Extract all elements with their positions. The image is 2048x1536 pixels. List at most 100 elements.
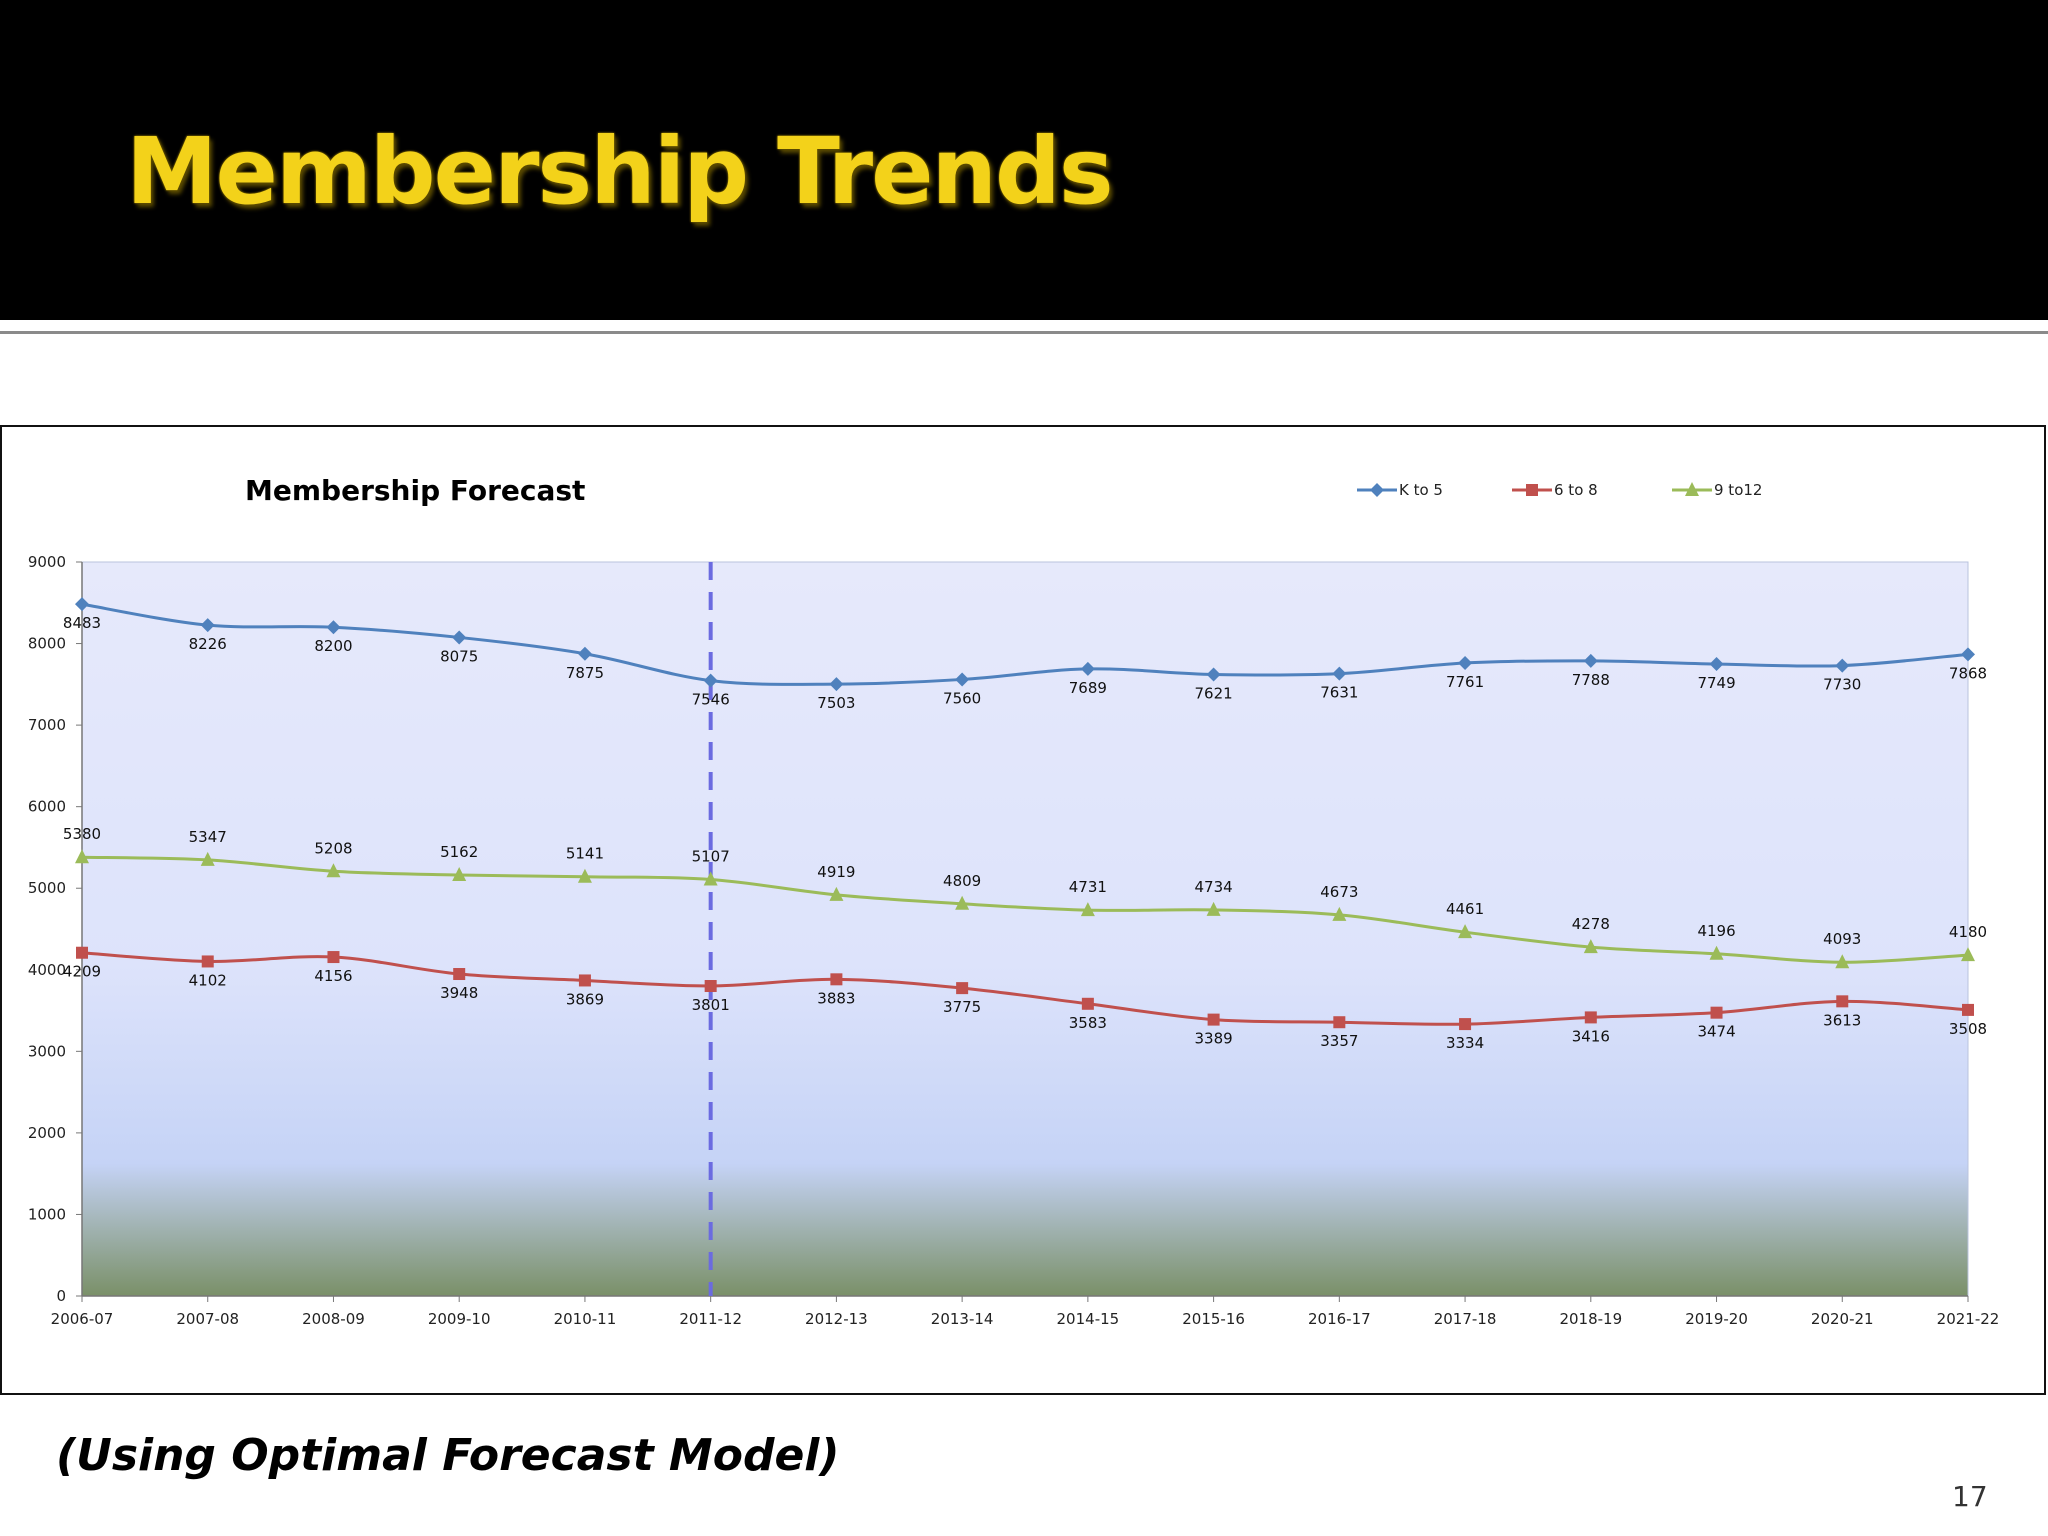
data-label: 4093 xyxy=(1823,930,1861,948)
data-label: 5380 xyxy=(63,825,101,843)
data-label: 5347 xyxy=(189,828,227,846)
data-label: 8200 xyxy=(314,637,352,655)
series-line-2 xyxy=(81,951,1969,1026)
data-point-marker xyxy=(955,672,970,687)
series-line-1 xyxy=(81,602,1969,686)
data-point-marker xyxy=(452,630,467,645)
data-point-marker xyxy=(1206,901,1221,916)
slide-title: Membership Trends xyxy=(126,118,1114,225)
legend-marker xyxy=(1370,483,1384,497)
data-point-marker xyxy=(1459,1018,1472,1031)
data-point-marker xyxy=(200,851,215,866)
data-point-marker xyxy=(1836,995,1849,1008)
title-band: Membership Trends xyxy=(0,0,2048,320)
data-point-marker xyxy=(1584,1011,1597,1024)
data-label: 3869 xyxy=(566,990,604,1008)
x-tick-label: 2006-07 xyxy=(51,1310,114,1328)
series-line-3 xyxy=(81,855,1969,964)
data-point-marker xyxy=(577,646,592,661)
x-tick-label: 2015-16 xyxy=(1182,1310,1245,1328)
x-tick-label: 2020-21 xyxy=(1811,1310,1874,1328)
data-point-marker xyxy=(1207,1013,1220,1026)
data-label: 7749 xyxy=(1697,674,1735,692)
y-tick-label: 2000 xyxy=(28,1124,66,1142)
data-point-marker xyxy=(956,982,969,995)
data-label: 3474 xyxy=(1697,1023,1735,1041)
data-label: 4102 xyxy=(189,971,227,989)
data-point-marker xyxy=(1709,945,1724,960)
data-label: 4180 xyxy=(1949,923,1987,941)
data-label: 8226 xyxy=(189,635,227,653)
y-tick-label: 7000 xyxy=(28,716,66,734)
x-tick-label: 2017-18 xyxy=(1434,1310,1497,1328)
data-label: 7689 xyxy=(1069,679,1107,697)
data-point-marker xyxy=(1710,1006,1723,1019)
title-divider xyxy=(0,331,2048,334)
data-point-marker xyxy=(200,618,215,633)
data-point-marker xyxy=(326,620,341,635)
data-point-marker xyxy=(704,980,717,993)
data-point-marker xyxy=(1962,1003,1974,1016)
x-tick-label: 2009-10 xyxy=(428,1310,491,1328)
data-point-marker xyxy=(703,673,718,688)
legend-label: 9 to12 xyxy=(1714,481,1762,499)
data-label: 3948 xyxy=(440,984,478,1002)
x-tick-label: 2018-19 xyxy=(1559,1310,1622,1328)
data-label: 5208 xyxy=(314,839,352,857)
data-label: 4196 xyxy=(1697,922,1735,940)
data-point-marker xyxy=(1080,661,1095,676)
chart-title: Membership Forecast xyxy=(245,474,585,507)
data-label: 7875 xyxy=(566,664,604,682)
data-point-marker xyxy=(829,886,844,901)
data-label: 7621 xyxy=(1195,684,1233,702)
x-tick-label: 2012-13 xyxy=(805,1310,868,1328)
data-label: 5107 xyxy=(692,847,730,865)
y-tick-label: 6000 xyxy=(28,798,66,816)
data-point-marker xyxy=(1583,939,1598,954)
data-label: 4673 xyxy=(1320,883,1358,901)
data-point-marker xyxy=(1458,924,1473,939)
legend-label: 6 to 8 xyxy=(1554,481,1598,499)
data-label: 3389 xyxy=(1195,1030,1233,1048)
data-label: 4278 xyxy=(1572,915,1610,933)
x-tick-label: 2007-08 xyxy=(176,1310,239,1328)
data-label: 3357 xyxy=(1320,1032,1358,1050)
membership-forecast-chart: Membership Forecast 0 1000 2000 3000 4000 500… xyxy=(28,474,2000,1328)
data-label: 4734 xyxy=(1195,878,1233,896)
data-point-marker xyxy=(829,677,844,692)
data-point-marker xyxy=(578,974,591,987)
y-tick-label: 9000 xyxy=(28,553,66,571)
legend-marker xyxy=(1685,482,1699,496)
data-point-marker xyxy=(327,951,340,964)
data-label: 3883 xyxy=(817,989,855,1007)
forecast-model-note: (Using Optimal Forecast Model) xyxy=(56,1430,840,1481)
data-label: 3416 xyxy=(1572,1027,1610,1045)
data-point-marker xyxy=(703,871,718,886)
data-point-marker xyxy=(326,863,341,878)
data-label: 7560 xyxy=(943,689,981,707)
data-label: 4461 xyxy=(1446,900,1484,918)
data-point-marker xyxy=(955,895,970,910)
data-point-marker xyxy=(1835,658,1850,673)
data-label: 3583 xyxy=(1069,1014,1107,1032)
data-label: 7788 xyxy=(1572,671,1610,689)
plot-area xyxy=(81,561,1969,1297)
data-label: 3801 xyxy=(692,996,730,1014)
y-tick-label: 8000 xyxy=(28,635,66,653)
data-label: 4809 xyxy=(943,872,981,890)
data-label: 3334 xyxy=(1446,1034,1484,1052)
data-point-marker xyxy=(453,968,466,981)
data-point-marker xyxy=(1333,1016,1346,1029)
y-tick-label: 4000 xyxy=(28,961,66,979)
data-label: 3775 xyxy=(943,998,981,1016)
x-tick-label: 2010-11 xyxy=(554,1310,617,1328)
page-number: 17 xyxy=(1952,1480,1988,1513)
legend-label: K to 5 xyxy=(1399,481,1443,499)
data-label: 8483 xyxy=(63,614,101,632)
data-point-marker xyxy=(1961,647,1975,662)
x-tick-label: 2008-09 xyxy=(302,1310,365,1328)
data-label: 3508 xyxy=(1949,1020,1987,1038)
y-tick-label: 0 xyxy=(56,1287,66,1305)
data-label: 7761 xyxy=(1446,673,1484,691)
data-point-marker xyxy=(1835,954,1850,969)
